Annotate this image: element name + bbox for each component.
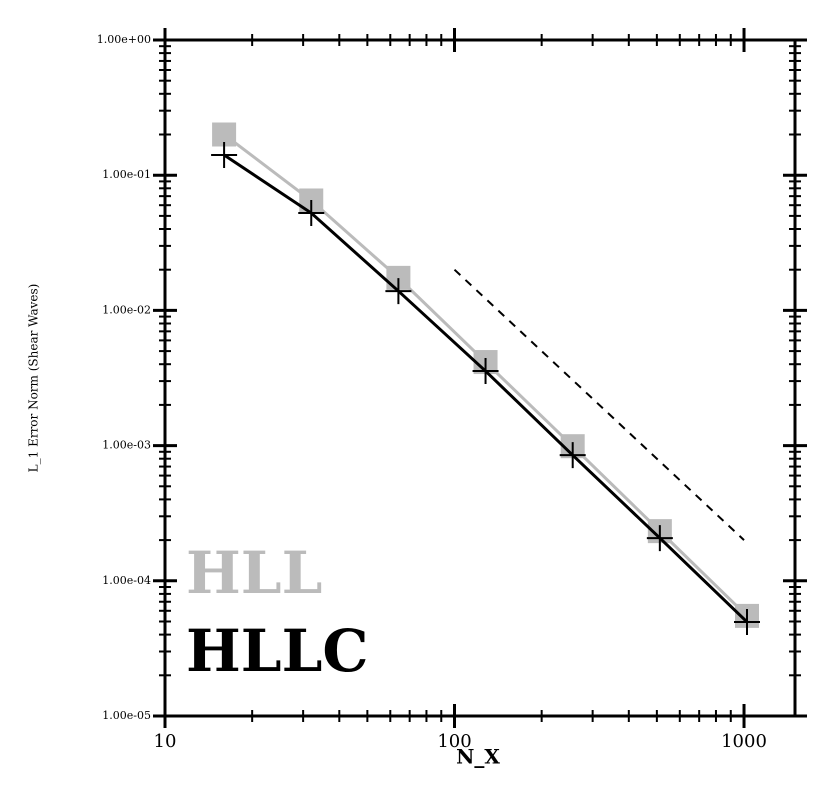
plot-frame (163, 38, 797, 718)
y-tick-label: 1.00e-01 (102, 168, 151, 181)
x-tick-label: 1000 (721, 731, 767, 752)
y-axis-label: L_1 Error Norm (Shear Waves) (27, 284, 41, 473)
y-tick-label: 1.00e-04 (102, 574, 151, 587)
marker-plus (472, 358, 499, 385)
legend-entry: HLL (186, 539, 322, 607)
marker-plus (385, 278, 412, 305)
marker-plus (211, 142, 238, 169)
y-tick-label: 1.00e-03 (102, 439, 151, 452)
x-tick-label: 10 (154, 731, 177, 752)
marker-plus (298, 200, 325, 227)
marker-plus (646, 525, 673, 552)
marker-plus (734, 608, 761, 635)
series (453, 268, 745, 541)
series (211, 142, 761, 635)
series-line (453, 268, 745, 541)
legend-entry: HLLC (186, 617, 369, 685)
x-axis-label: N_X (456, 745, 500, 769)
y-tick-label: 1.00e-02 (102, 303, 151, 316)
y-tick-label: 1.00e-05 (102, 709, 151, 722)
marker-plus (559, 442, 586, 469)
x-tick-label: 100 (437, 731, 471, 752)
y-tick-label: 1.00e+00 (97, 33, 151, 46)
